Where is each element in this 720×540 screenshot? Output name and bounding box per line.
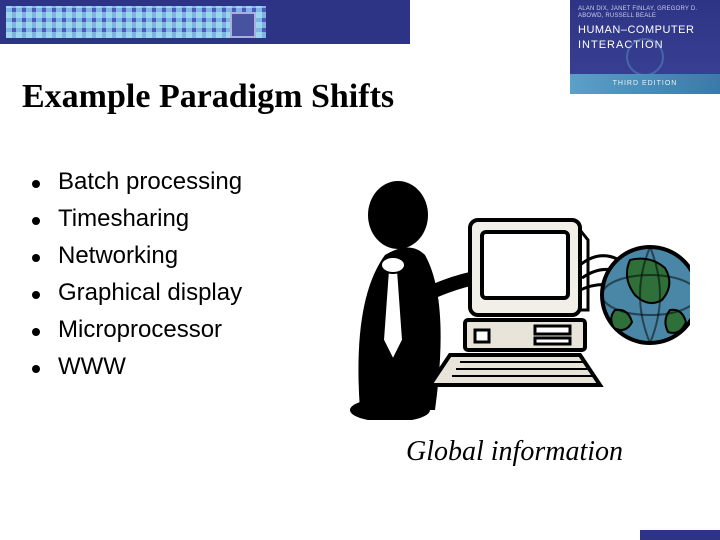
- caption: Global information: [406, 436, 623, 468]
- book-authors: ALAN DIX, JANET FINLAY, GREGORY D. ABOWD…: [578, 6, 712, 20]
- bullet-list: Batch processing Timesharing Networking …: [32, 168, 242, 390]
- bullet-icon: [32, 217, 40, 225]
- computer-icon: [430, 220, 600, 385]
- list-item: Microprocessor: [32, 316, 242, 344]
- list-item-label: Batch processing: [58, 168, 242, 196]
- list-item: WWW: [32, 353, 242, 381]
- book-swirl-icon: [626, 38, 664, 76]
- header-white-gap: [410, 0, 570, 44]
- header-square-icon: [230, 12, 256, 38]
- book-cover: ALAN DIX, JANET FINLAY, GREGORY D. ABOWD…: [570, 0, 720, 94]
- list-item: Batch processing: [32, 168, 242, 196]
- list-item-label: Graphical display: [58, 279, 242, 307]
- slide-title: Example Paradigm Shifts: [22, 78, 394, 116]
- list-item: Timesharing: [32, 205, 242, 233]
- bullet-icon: [32, 180, 40, 188]
- bullet-icon: [32, 254, 40, 262]
- header-pattern: [6, 6, 266, 38]
- globe-icon: [602, 247, 690, 343]
- list-item-label: WWW: [58, 353, 126, 381]
- list-item: Networking: [32, 242, 242, 270]
- book-title-line1: HUMAN–COMPUTER: [578, 24, 712, 37]
- list-item: Graphical display: [32, 279, 242, 307]
- list-item-label: Microprocessor: [58, 316, 222, 344]
- list-item-label: Timesharing: [58, 205, 189, 233]
- book-edition: THIRD EDITION: [570, 74, 720, 94]
- bullet-icon: [32, 291, 40, 299]
- bullet-icon: [32, 328, 40, 336]
- list-item-label: Networking: [58, 242, 178, 270]
- footer-edge: [640, 530, 720, 540]
- illustration: [330, 160, 690, 420]
- bullet-icon: [32, 365, 40, 373]
